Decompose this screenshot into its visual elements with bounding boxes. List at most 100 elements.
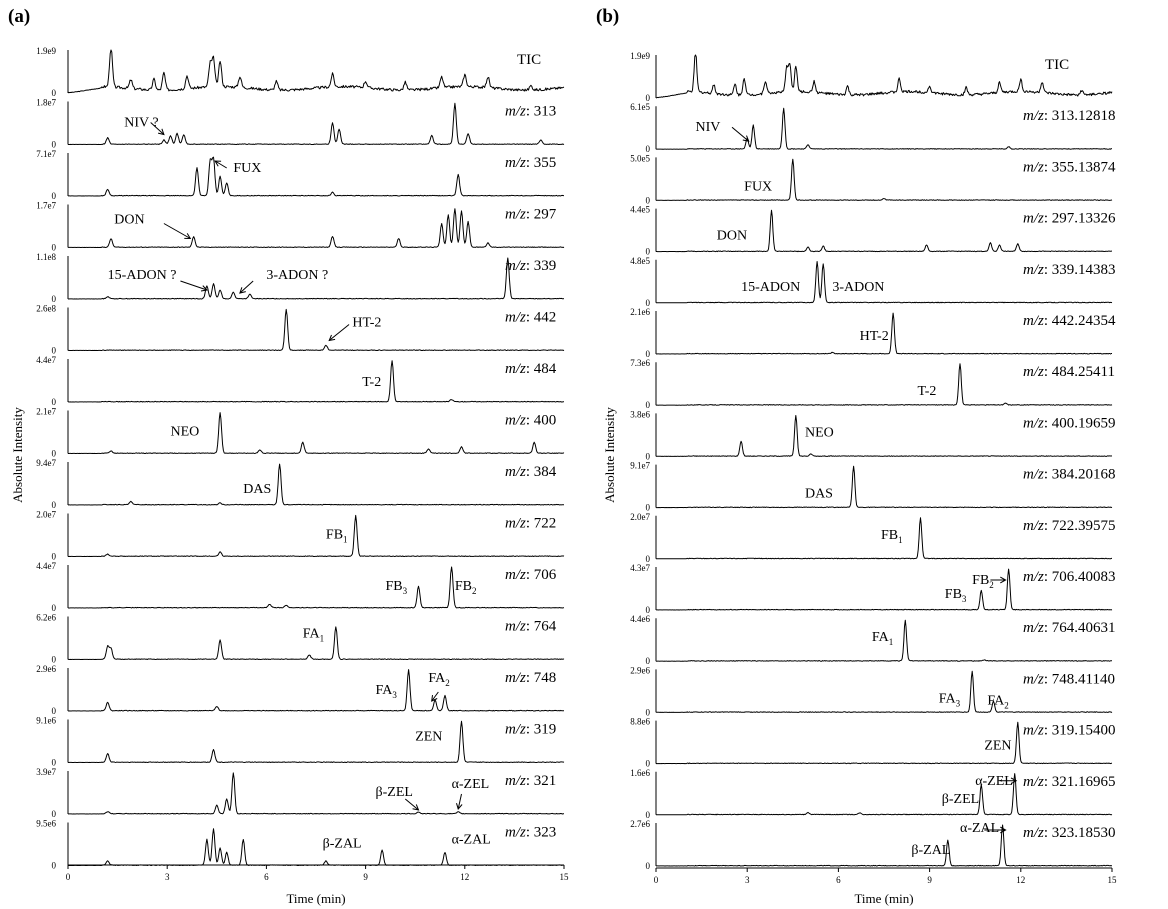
trace-title: m/z: 442 bbox=[505, 310, 556, 326]
chromatogram-trace bbox=[656, 773, 1113, 816]
trace-title: m/z: 319 bbox=[505, 722, 556, 738]
peak-label: β-ZAL bbox=[323, 837, 362, 852]
mz-prefix: m/z bbox=[505, 207, 526, 223]
mz-prefix: m/z bbox=[505, 567, 526, 583]
y-max-label: 2.6e8 bbox=[36, 304, 56, 314]
mz-value: : 484.25411 bbox=[1044, 364, 1115, 380]
peak-label-main: FB bbox=[455, 579, 472, 594]
annotation-arrow bbox=[163, 223, 191, 239]
y-zero-label: 0 bbox=[52, 758, 57, 768]
y-max-label: 5.0e5 bbox=[630, 153, 650, 163]
peak-label: β-ZAL bbox=[911, 843, 950, 858]
annotation-arrowhead bbox=[431, 695, 438, 702]
mz-value: : 442 bbox=[526, 310, 556, 326]
chromatogram-trace bbox=[656, 517, 1112, 560]
mz-value: : 297 bbox=[526, 207, 557, 223]
peak-label: DON bbox=[114, 213, 144, 228]
peak-label-main: FA bbox=[939, 691, 957, 706]
annotation-arrowhead bbox=[328, 334, 336, 342]
trace-title: m/z: 706.40083 bbox=[1023, 569, 1116, 585]
peak-label: DAS bbox=[805, 487, 833, 502]
peak-label-main: FB bbox=[385, 579, 402, 594]
mz-value: : 400 bbox=[526, 413, 556, 429]
y-max-label: 2.1e7 bbox=[36, 407, 56, 417]
trace-title: m/z: 321 bbox=[505, 773, 556, 789]
x-tick-label: 12 bbox=[1016, 875, 1025, 885]
y-zero-label: 0 bbox=[646, 605, 651, 615]
y-max-label: 7.3e6 bbox=[630, 358, 650, 368]
mz-value: : 355 bbox=[526, 155, 556, 171]
peak-label: FB2 bbox=[972, 573, 994, 590]
panel-b-ylabel: Absolute Intensity bbox=[602, 407, 617, 503]
y-zero-label: 0 bbox=[646, 400, 651, 410]
peak-label: α-ZEL bbox=[452, 777, 490, 792]
chromatogram-trace bbox=[67, 257, 565, 300]
mz-value: : 400.19659 bbox=[1044, 415, 1116, 431]
mz-prefix: m/z bbox=[1023, 415, 1044, 431]
y-zero-label: 0 bbox=[646, 759, 651, 769]
mz-value: : 484 bbox=[526, 361, 557, 377]
y-max-label: 4.8e5 bbox=[630, 256, 650, 266]
mz-prefix: m/z bbox=[1023, 364, 1044, 380]
y-zero-label: 0 bbox=[646, 554, 651, 564]
y-max-label: 3.8e6 bbox=[630, 409, 650, 419]
mz-prefix: m/z bbox=[505, 773, 526, 789]
mz-value: : 319.15400 bbox=[1044, 723, 1116, 739]
chromatogram-trace bbox=[656, 465, 1113, 509]
mz-value: : 319 bbox=[526, 722, 556, 738]
annotation-arrow bbox=[731, 126, 750, 142]
chromatogram-trace bbox=[68, 514, 565, 557]
chromatogram-trace bbox=[656, 568, 1113, 611]
annotation-arrow bbox=[214, 160, 227, 169]
mz-prefix: m/z bbox=[1023, 313, 1044, 329]
y-zero-label: 0 bbox=[646, 93, 651, 103]
mz-prefix: m/z bbox=[1023, 211, 1044, 227]
mz-prefix: m/z bbox=[505, 413, 526, 429]
peak-label: FA1 bbox=[303, 627, 324, 644]
mz-prefix: m/z bbox=[505, 670, 526, 686]
peak-label-sub: 2 bbox=[445, 678, 450, 688]
peak-label: FUX bbox=[744, 179, 772, 194]
trace-title: m/z: 313.12818 bbox=[1023, 108, 1116, 124]
y-zero-label: 0 bbox=[646, 349, 651, 359]
peak-label: FA2 bbox=[987, 693, 1008, 710]
mz-value: : 384.20168 bbox=[1044, 467, 1116, 483]
peak-label: ZEN bbox=[984, 739, 1011, 754]
y-max-label: 8.8e6 bbox=[630, 717, 650, 727]
mz-value: : 748.41140 bbox=[1044, 671, 1115, 687]
peak-label-main: FA bbox=[376, 683, 394, 698]
mz-value: : 321.16965 bbox=[1044, 774, 1116, 790]
peak-label-sub: 1 bbox=[898, 535, 903, 545]
panel-a-ylabel: Absolute Intensity bbox=[10, 407, 25, 503]
peak-label-sub: 1 bbox=[343, 535, 348, 545]
y-zero-label: 0 bbox=[52, 346, 57, 356]
y-max-label: 2.1e6 bbox=[630, 307, 650, 317]
annotation-arrowhead bbox=[412, 804, 420, 811]
mz-prefix: m/z bbox=[1023, 262, 1044, 278]
y-max-label: 9.1e7 bbox=[630, 461, 650, 471]
mz-prefix: m/z bbox=[1023, 671, 1044, 687]
chromatogram-trace bbox=[68, 828, 565, 866]
peak-label-main: FB bbox=[881, 528, 898, 543]
y-max-label: 6.2e6 bbox=[36, 613, 56, 623]
y-max-label: 2.9e6 bbox=[36, 664, 56, 674]
x-tick-label: 12 bbox=[460, 872, 469, 882]
trace-title: m/z: 706 bbox=[505, 567, 557, 583]
peak-label: β-ZEL bbox=[376, 785, 413, 800]
y-max-label: 1.6e6 bbox=[630, 768, 650, 778]
y-max-label: 4.4e5 bbox=[630, 205, 650, 215]
y-max-label: 2.7e6 bbox=[630, 819, 650, 829]
mz-value: : 764 bbox=[526, 619, 557, 635]
peak-label: NIV ? bbox=[124, 116, 158, 131]
peak-label: FA2 bbox=[428, 671, 449, 688]
y-max-label: 6.1e5 bbox=[630, 102, 650, 112]
y-max-label: 1.7e7 bbox=[36, 201, 56, 211]
trace-title: m/z: 722.39575 bbox=[1023, 518, 1116, 534]
peak-label: HT-2 bbox=[860, 329, 889, 344]
y-zero-label: 0 bbox=[52, 603, 57, 613]
annotation-arrowhead bbox=[1000, 576, 1007, 584]
y-zero-label: 0 bbox=[52, 397, 57, 407]
mz-value: : 339.14383 bbox=[1044, 262, 1116, 278]
mz-value: : 706.40083 bbox=[1044, 569, 1116, 585]
mz-prefix: m/z bbox=[505, 361, 526, 377]
